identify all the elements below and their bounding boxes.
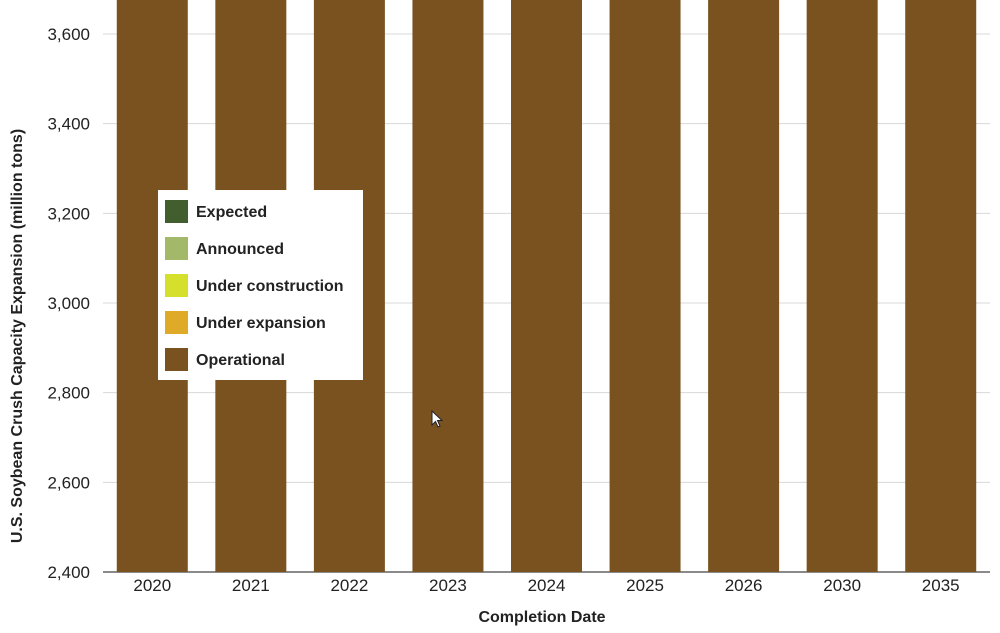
x-tick-label: 2021: [232, 576, 270, 595]
x-tick-label: 2025: [626, 576, 664, 595]
y-tick-label: 2,800: [47, 384, 90, 403]
bar-segment-operational: [609, 0, 681, 572]
x-tick-label: 2022: [330, 576, 368, 595]
legend-swatch: [165, 237, 188, 260]
y-axis-title: U.S. Soybean Crush Capacity Expansion (m…: [9, 129, 26, 543]
legend-label: Operational: [196, 352, 285, 369]
legend-label: Under construction: [196, 278, 344, 295]
mouse-cursor-icon: [431, 409, 444, 428]
legend-swatch: [165, 311, 188, 334]
y-tick-label: 2,400: [47, 563, 90, 582]
x-tick-label: 2023: [429, 576, 467, 595]
legend: Expected Announced Under construction Under…: [158, 190, 363, 380]
y-tick-label: 3,200: [47, 204, 90, 223]
legend-label: Announced: [196, 241, 284, 258]
x-tick-label: 2020: [133, 576, 171, 595]
x-tick-label: 2026: [725, 576, 763, 595]
x-tick-label: 2024: [528, 576, 566, 595]
bar-segment-operational: [806, 0, 878, 572]
legend-label: Expected: [196, 204, 267, 221]
bar-segment-operational: [511, 0, 582, 572]
y-tick-label: 3,000: [47, 294, 90, 313]
bar-segment-operational: [412, 0, 484, 572]
x-tick-label: 2030: [823, 576, 861, 595]
y-tick-label: 3,600: [47, 25, 90, 44]
legend-swatch: [165, 348, 188, 371]
y-tick-label: 3,400: [47, 115, 90, 134]
legend-background: [158, 190, 363, 380]
bar-segment-operational: [708, 0, 780, 572]
legend-swatch: [165, 200, 188, 223]
bar-segment-operational: [905, 0, 977, 572]
x-tick-label: 2035: [922, 576, 960, 595]
legend-label: Under expansion: [196, 315, 326, 332]
y-tick-label: 2,600: [47, 473, 90, 492]
y-tick-labels: 2,400 2,600 2,800 3,000 3,200 3,400 3,600: [47, 25, 90, 582]
x-tick-labels: 2020 2021 2022 2023 2024 2025 2026 2030 2035: [133, 576, 959, 595]
x-axis-title: Completion Date: [478, 609, 605, 626]
legend-swatch: [165, 274, 188, 297]
